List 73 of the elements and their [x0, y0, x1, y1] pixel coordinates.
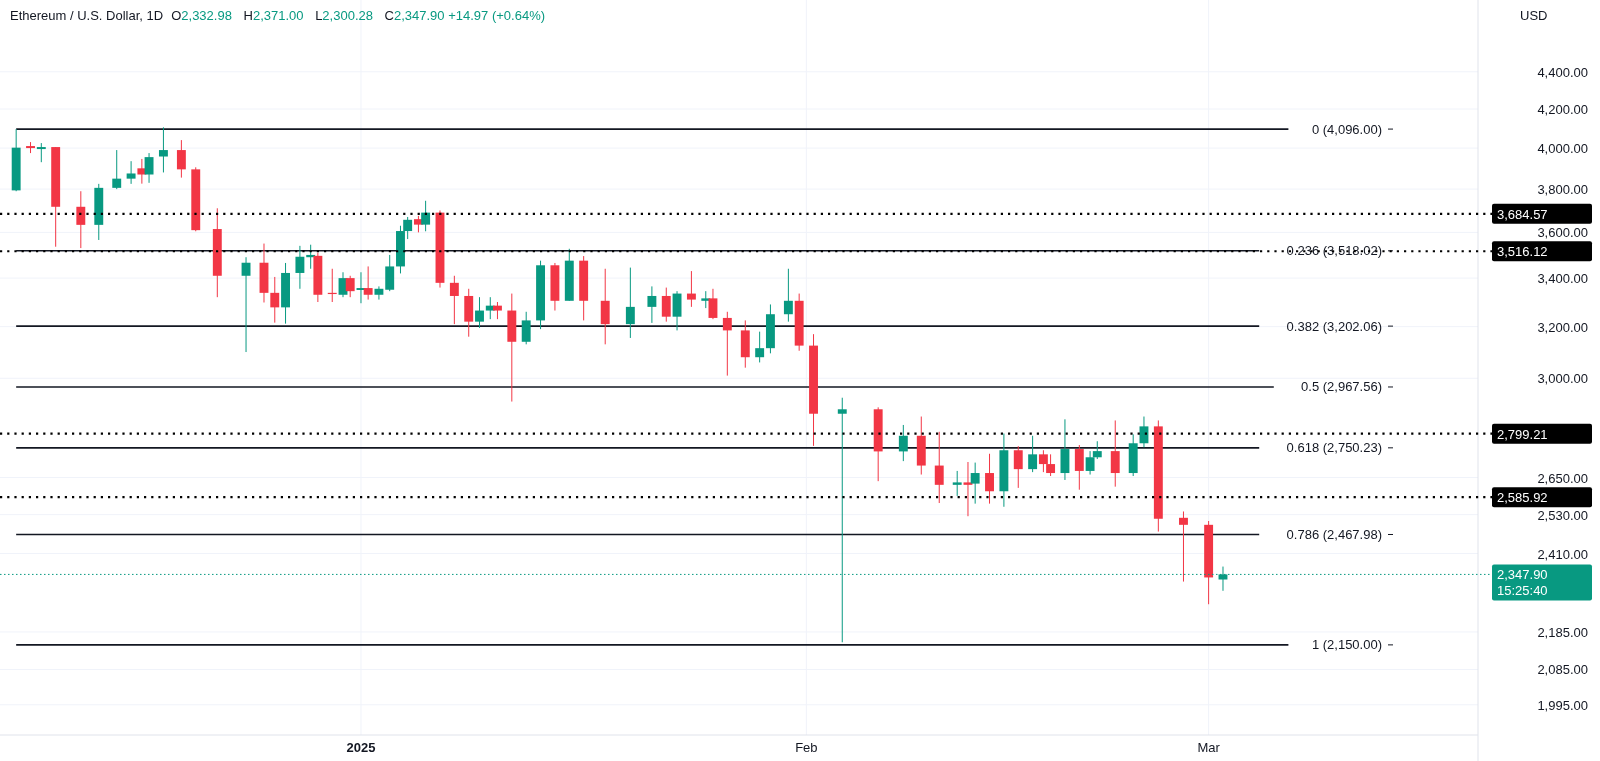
candlestick	[985, 453, 994, 505]
candlestick	[475, 296, 484, 329]
candlestick	[1179, 510, 1188, 583]
y-tick-label: 2,410.00	[1537, 546, 1588, 562]
candlestick	[686, 270, 696, 308]
y-tick-label: 3,400.00	[1537, 271, 1588, 287]
ref-line-label: 0 (4,096.00)	[1311, 121, 1382, 137]
candlestick	[521, 311, 531, 345]
candlestick	[144, 152, 154, 184]
candlestick	[1074, 444, 1084, 491]
candlestick	[176, 139, 186, 179]
x-tick-label: Mar	[1197, 740, 1221, 755]
candlestick	[963, 461, 973, 517]
y-tick-label: 2,085.00	[1537, 662, 1588, 678]
candlestick	[1028, 435, 1038, 473]
candlestick	[970, 462, 980, 505]
y-tick-label: 3,800.00	[1537, 182, 1588, 198]
y-tick-label: 2,185.00	[1537, 624, 1588, 640]
y-tick-label: 4,000.00	[1537, 141, 1588, 157]
candlestick	[600, 268, 610, 345]
candlestick	[1110, 419, 1120, 488]
ref-line-label: 3,684.57	[1497, 206, 1548, 222]
x-tick-label: Feb	[795, 740, 818, 755]
candlestick	[76, 190, 86, 249]
ref-line-label: 0.618 (2,750.23)	[1286, 440, 1382, 456]
candlestick	[295, 245, 305, 290]
y-tick-label: 3,600.00	[1537, 225, 1588, 241]
candlestick	[661, 287, 671, 323]
y-tick-label: 3,000.00	[1537, 371, 1588, 387]
candlestick	[755, 331, 765, 363]
ref-line-label: 2,799.21	[1497, 426, 1548, 442]
candlestick	[126, 160, 136, 185]
candlestick	[270, 276, 280, 324]
candlestick	[158, 126, 168, 173]
candlestick	[385, 254, 395, 292]
candlestick	[722, 311, 732, 377]
candlestick	[898, 424, 908, 462]
candlestick	[421, 200, 431, 232]
ref-line-label: 2,585.92	[1497, 490, 1548, 506]
y-tick-label: 4,400.00	[1537, 64, 1588, 80]
y-tick-label: 2,650.00	[1537, 470, 1588, 486]
candlestick	[112, 149, 122, 190]
y-tick-label: 2,530.00	[1537, 507, 1588, 523]
ref-line-label: 0.382 (3,202.06)	[1286, 318, 1382, 334]
y-axis-title: USD	[1520, 8, 1548, 23]
ref-line-label: 2,347.90	[1497, 567, 1548, 583]
candlestick	[625, 267, 635, 339]
text: O2,332.98 H2,371.00 L2,300.28 C2,347.90 +14.97 (+0.64%)	[171, 8, 546, 23]
candlestick	[952, 470, 962, 497]
candlestick	[708, 288, 718, 320]
ref-line-label: 3,516.12	[1497, 244, 1548, 260]
candlestick	[934, 431, 944, 504]
candlestick	[363, 265, 373, 301]
ref-line-label: 0.5 (2,967.56)	[1301, 379, 1382, 395]
candlestick	[345, 275, 355, 298]
candlestick	[241, 256, 251, 353]
candlestick	[1060, 418, 1070, 481]
candlestick	[36, 142, 46, 163]
candlestick	[374, 285, 384, 301]
text: Ethereum / U.S. Dollar, 1D	[10, 8, 164, 23]
y-tick-label: 3,200.00	[1537, 319, 1588, 335]
candlestick	[449, 275, 459, 325]
candlestick	[137, 158, 147, 185]
ref-line-label: 0.786 (2,467.98)	[1286, 527, 1382, 542]
x-tick-label: 2025	[346, 740, 376, 755]
candlestick	[783, 268, 793, 323]
y-tick-label: 1,995.00	[1537, 697, 1588, 713]
candlestick	[1013, 445, 1023, 489]
candlestick	[647, 285, 657, 324]
y-tick-label: 4,200.00	[1537, 102, 1588, 118]
text: 15:25:40	[1497, 583, 1548, 599]
ref-line-label: 1 (2,150.00)	[1311, 637, 1382, 653]
ref-line-label: 0.236 (3,518.02)	[1286, 243, 1382, 259]
